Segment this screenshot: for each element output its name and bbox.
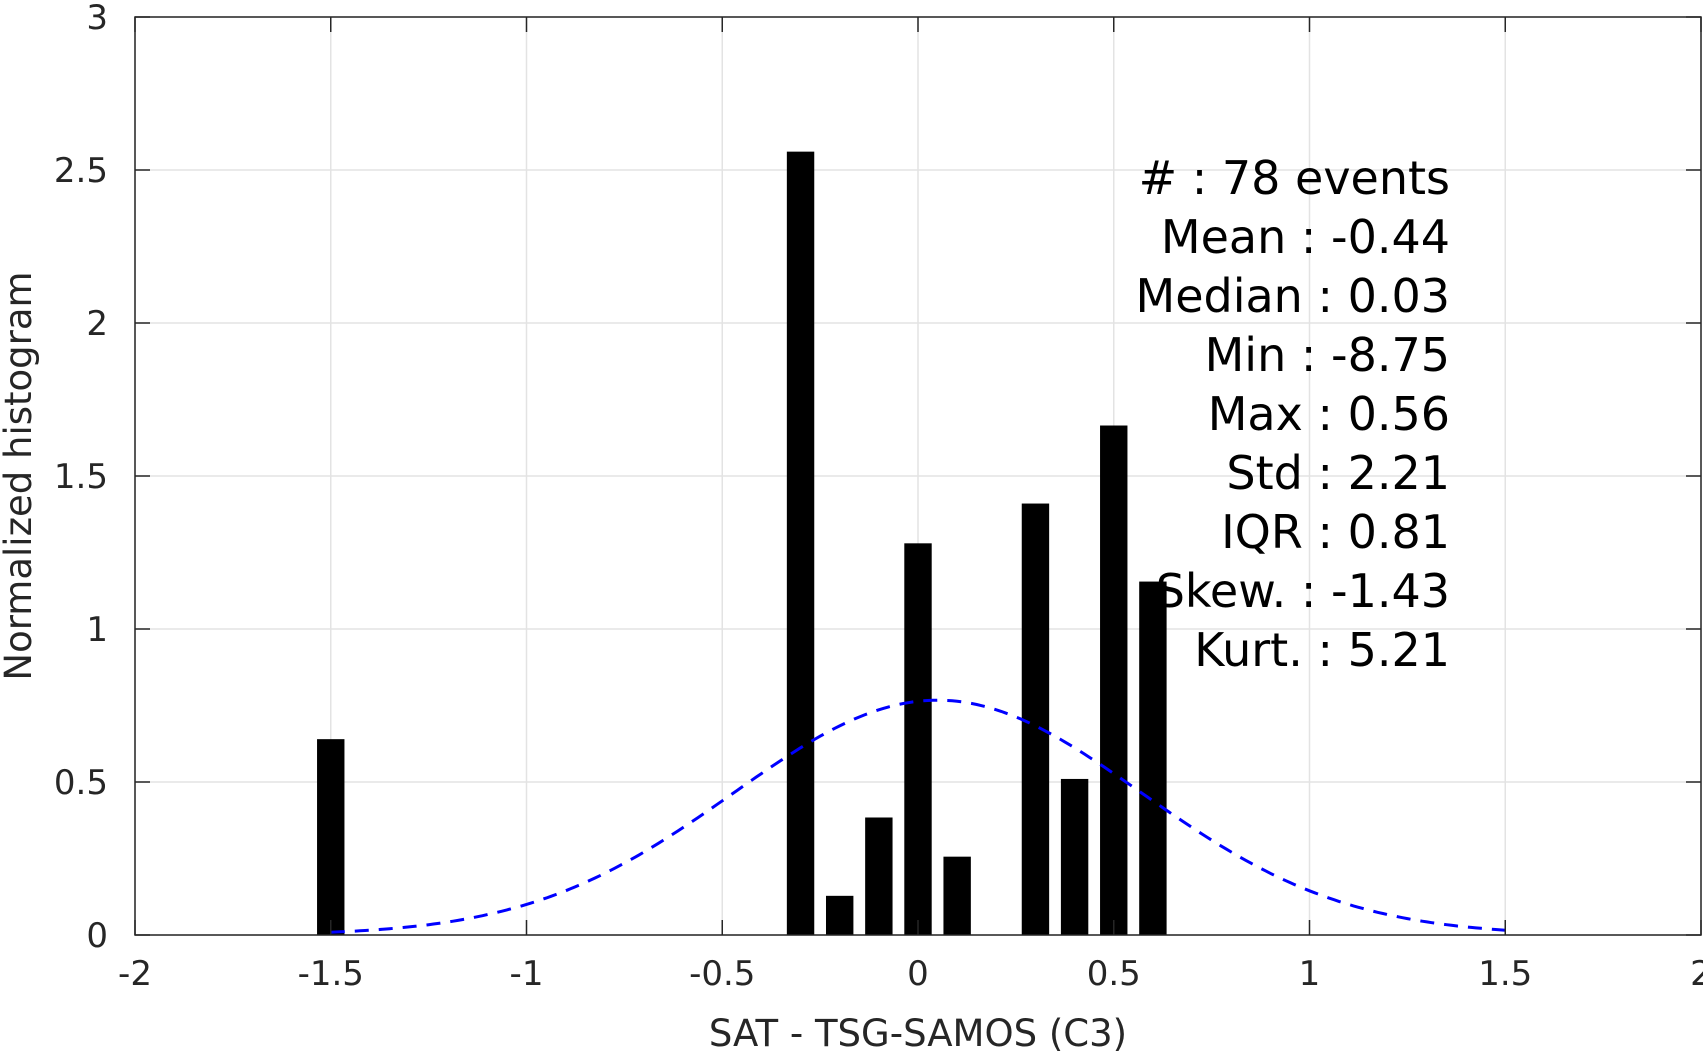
histogram-bar [1139,581,1167,935]
y-tick-label: 1 [86,610,108,650]
histogram-bars [317,151,1167,935]
x-tick-label: 1.5 [1478,954,1532,994]
x-tick-label: 0.5 [1087,954,1141,994]
x-axis-label: SAT - TSG-SAMOS (C3) [709,1012,1127,1053]
stats-line: Skew. : -1.43 [1156,564,1450,618]
histogram-bar [1021,503,1050,935]
x-tick-label: -1.5 [298,954,364,994]
y-tick-label: 1.5 [54,457,108,497]
stats-line: Max : 0.56 [1208,387,1450,441]
stats-line: # : 78 events [1139,151,1450,205]
y-tick-labels: 0 0.5 1 1.5 2 2.5 3 [54,0,108,956]
y-tick-label: 2 [86,304,108,344]
histogram-bar [904,543,932,935]
histogram-bar [317,739,345,935]
histogram-bar [943,856,971,935]
stats-line: Kurt. : 5.21 [1194,623,1450,677]
stats-line: Min : -8.75 [1205,328,1450,382]
y-axis-label: Normalized histogram [0,271,40,680]
x-tick-label: -2 [118,954,152,994]
normal-fit-curve [330,698,1506,934]
histogram-bar [825,895,854,935]
x-tick-label: 2 [1690,954,1703,994]
x-tick-label: 1 [1299,954,1321,994]
y-tick-label: 3 [86,0,108,38]
y-tick-label: 2.5 [54,151,108,191]
y-tick-label: 0.5 [54,763,108,803]
x-tick-label: 0 [907,954,929,994]
histogram-bar [1100,425,1128,935]
y-tick-label: 0 [86,916,108,956]
stats-line: Std : 2.21 [1226,446,1450,500]
x-tick-label: -1 [510,954,544,994]
histogram-bar [865,817,893,935]
x-tick-labels: -2 -1.5 -1 -0.5 0 0.5 1 1.5 2 [118,954,1703,994]
stats-line: IQR : 0.81 [1221,505,1450,559]
x-tick-label: -0.5 [689,954,755,994]
stats-line: Median : 0.03 [1136,269,1450,323]
stats-line: Mean : -0.44 [1161,210,1450,264]
axis-ticks [134,16,1702,936]
histogram-bar [786,151,815,935]
histogram-bar [1060,778,1089,935]
